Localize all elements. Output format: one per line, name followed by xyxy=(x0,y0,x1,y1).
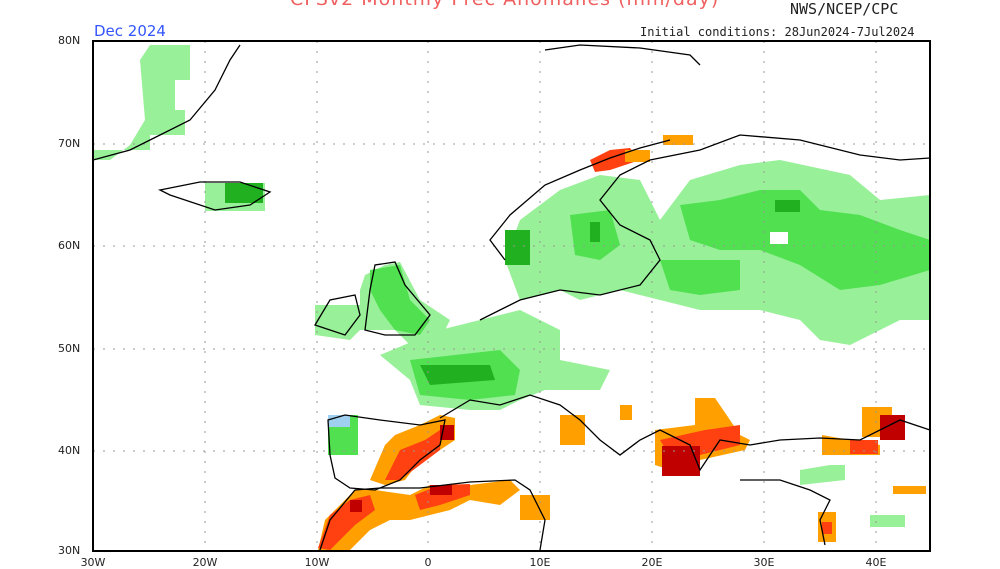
initial-conditions-label: Initial conditions: 28Jun2024-7Jul2024 xyxy=(640,25,915,39)
coastlines xyxy=(92,44,931,551)
lat-label-30n: 30N xyxy=(58,544,81,557)
lat-label-40n: 40N xyxy=(58,444,81,457)
lat-label-50n: 50N xyxy=(58,342,81,355)
target-month-label: Dec 2024 xyxy=(94,22,166,40)
wet-anomaly-shading xyxy=(93,45,930,527)
chart-title: CFSv2 Monthly Prec Anomalies (mm/day) xyxy=(290,0,719,10)
lat-label-70n: 70N xyxy=(58,137,81,150)
lat-label-80n: 80N xyxy=(58,34,81,47)
lat-label-60n: 60N xyxy=(58,239,81,252)
agency-label: NWS/NCEP/CPC xyxy=(790,0,899,18)
